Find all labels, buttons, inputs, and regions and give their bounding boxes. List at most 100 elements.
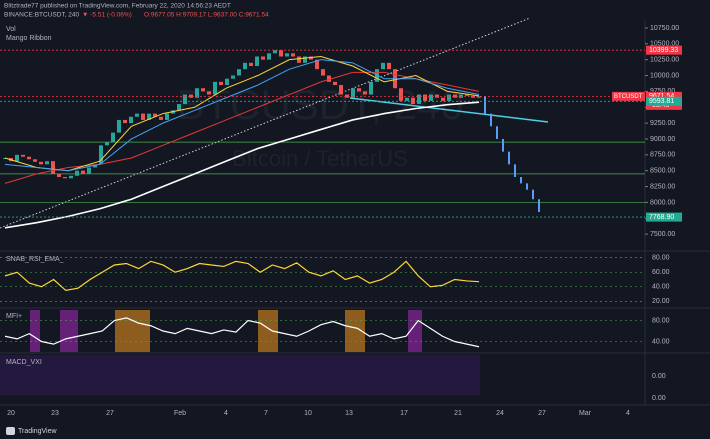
candle: [201, 88, 205, 92]
y-tick-label: 9250.00: [650, 120, 675, 127]
x-tick-label: 4: [626, 410, 630, 417]
projection-bar: [514, 164, 516, 178]
price-label: 10399.33: [649, 47, 678, 54]
candle: [339, 85, 343, 95]
price-label: 9593.81: [649, 98, 674, 105]
price-tag: [646, 91, 682, 101]
rsi-line: [4, 260, 480, 292]
candle: [243, 62, 247, 70]
y-tick-label: 40.00: [652, 338, 670, 345]
candle: [117, 119, 121, 133]
projection-bar: [490, 113, 492, 127]
projection-bar: [526, 183, 528, 190]
indicator: Vol: [6, 26, 16, 33]
candle: [441, 97, 445, 101]
y-tick-label: 10000.00: [650, 72, 679, 79]
publisher: Blitztrade77 published on TradingView.co…: [4, 3, 231, 10]
candle: [93, 164, 97, 168]
candle: [195, 88, 199, 98]
candle: [315, 59, 319, 70]
candle: [453, 94, 457, 98]
candle: [447, 94, 451, 101]
candle: [357, 88, 361, 92]
ohlc: O:9677.05 H:9709.17 L:9637.00 C:9671.54: [144, 12, 269, 19]
candle: [219, 81, 223, 86]
candle: [231, 75, 235, 79]
y-tick-label: 8750.00: [650, 152, 675, 159]
candle: [429, 94, 433, 101]
candle: [291, 53, 295, 57]
y-tick-label: 8500.00: [650, 168, 675, 175]
ma-line: [4, 101, 480, 229]
candle: [15, 154, 19, 162]
y-tick-label: 80.00: [652, 255, 670, 262]
projection-bar: [496, 126, 498, 139]
watermark: BTCUSDT, 240: [176, 81, 463, 128]
candle: [327, 75, 331, 82]
candle: [63, 177, 67, 179]
macd-title: MACD_VXI: [6, 359, 42, 366]
y-tick-label: 8000.00: [650, 199, 675, 206]
x-tick-label: 21: [454, 410, 462, 417]
candle: [159, 116, 163, 120]
mfi-line: [4, 317, 480, 348]
x-tick-label: 10: [304, 410, 312, 417]
mfi-title: MFI+: [6, 313, 22, 320]
footer-bar: [0, 422, 710, 439]
indicator: Mango Ribbon: [6, 35, 52, 42]
x-tick-label: 23: [51, 410, 59, 417]
candle: [363, 91, 367, 95]
candle: [123, 119, 127, 124]
candle: [261, 56, 265, 60]
candle: [321, 69, 325, 76]
candle: [237, 69, 241, 76]
candle: [45, 161, 49, 165]
price-label: 7768.90: [649, 214, 674, 221]
candle: [21, 154, 25, 157]
x-tick-label: 27: [538, 410, 546, 417]
y-tick-label: 0.00: [652, 373, 666, 380]
candle: [75, 170, 79, 176]
y-tick-label: 40.00: [652, 284, 670, 291]
y-tick-label: 10250.00: [650, 56, 679, 63]
candle: [279, 50, 283, 57]
candle: [105, 142, 109, 146]
candle: [87, 167, 91, 174]
mfi-band: [258, 310, 278, 352]
projection-bar: [502, 138, 504, 152]
price-tag: [646, 96, 682, 106]
candle: [309, 56, 313, 60]
y-tick-label: 10750.00: [650, 25, 679, 32]
mfi-band: [115, 310, 150, 352]
projection-bar: [520, 177, 522, 184]
symbol: BINANCE:BTCUSDT, 240: [4, 12, 80, 19]
candle: [297, 56, 301, 63]
candle: [147, 113, 151, 120]
change: ▼ -5.51 (-0.06%): [82, 12, 132, 19]
candle: [111, 132, 115, 143]
candle: [351, 88, 355, 98]
trendline: [349, 97, 549, 123]
candle: [387, 62, 391, 70]
macd-bg: [0, 355, 480, 395]
candle: [405, 97, 409, 101]
x-tick-label: 27: [106, 410, 114, 417]
candle: [81, 170, 85, 174]
candle: [39, 161, 43, 165]
mfi-band: [60, 310, 78, 352]
candle: [249, 62, 253, 66]
candle: [417, 94, 421, 105]
y-tick-label: 60.00: [652, 269, 670, 276]
x-tick-label: 20: [7, 410, 15, 417]
x-tick-label: 7: [264, 410, 268, 417]
candle: [333, 81, 337, 86]
candle: [141, 113, 145, 120]
candle: [129, 116, 133, 124]
mfi-band: [30, 310, 40, 352]
name-label: BTCUSDT: [614, 94, 643, 100]
x-tick-label: Mar: [579, 410, 592, 417]
y-tick-label: 80.00: [652, 317, 670, 324]
price-label: 9671.54: [649, 93, 674, 100]
candle: [153, 113, 157, 117]
